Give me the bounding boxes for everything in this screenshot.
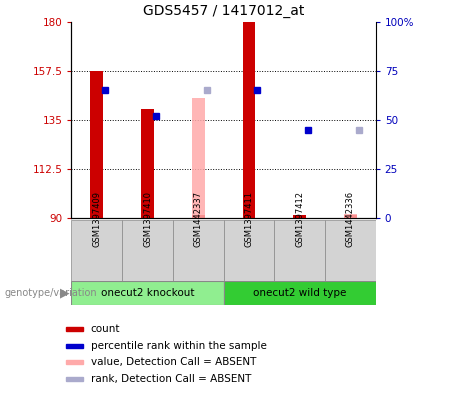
Bar: [293, 215, 306, 218]
Bar: [325, 220, 376, 281]
Bar: [90, 71, 103, 218]
Text: genotype/variation: genotype/variation: [5, 288, 97, 298]
Bar: [66, 344, 83, 348]
Text: GSM1442336: GSM1442336: [346, 191, 355, 248]
Bar: [71, 281, 224, 305]
Bar: [344, 214, 357, 218]
Bar: [141, 109, 154, 218]
Bar: [192, 215, 205, 218]
Text: ▶: ▶: [60, 286, 70, 299]
Text: onecut2 knockout: onecut2 knockout: [101, 288, 194, 298]
Bar: [66, 327, 83, 331]
Text: rank, Detection Call = ABSENT: rank, Detection Call = ABSENT: [91, 374, 251, 384]
Bar: [192, 98, 205, 218]
Text: GSM1397412: GSM1397412: [295, 191, 304, 248]
Bar: [344, 215, 357, 218]
Text: GSM1397410: GSM1397410: [143, 191, 152, 248]
Text: count: count: [91, 324, 120, 334]
Text: GSM1397411: GSM1397411: [244, 191, 254, 248]
Bar: [66, 360, 83, 364]
Bar: [173, 220, 224, 281]
Text: onecut2 wild type: onecut2 wild type: [253, 288, 346, 298]
Bar: [122, 220, 173, 281]
Text: GSM1397409: GSM1397409: [92, 191, 101, 248]
Text: value, Detection Call = ABSENT: value, Detection Call = ABSENT: [91, 357, 256, 367]
Bar: [242, 22, 255, 218]
Title: GDS5457 / 1417012_at: GDS5457 / 1417012_at: [143, 4, 304, 18]
Text: GSM1442337: GSM1442337: [194, 191, 203, 248]
Text: percentile rank within the sample: percentile rank within the sample: [91, 341, 266, 351]
Bar: [71, 220, 122, 281]
Bar: [224, 281, 376, 305]
Bar: [66, 376, 83, 381]
Bar: [224, 220, 274, 281]
Bar: [274, 220, 325, 281]
